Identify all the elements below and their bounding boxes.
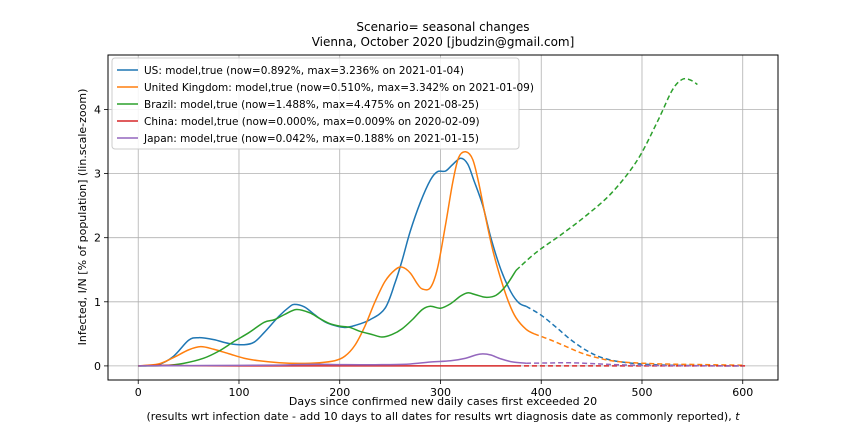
x-tick-label: 0 xyxy=(135,386,142,399)
x-tick-label: 500 xyxy=(631,386,652,399)
legend-label: China: model,true (now=0.000%, max=0.009… xyxy=(144,116,480,128)
ticks: 0 100 200 300 400 500 600 0 1 2 3 4 xyxy=(94,103,753,399)
series-group xyxy=(138,77,748,367)
legend-label: Japan: model,true (now=0.042%, max=0.188… xyxy=(143,133,479,145)
legend-box xyxy=(111,57,520,150)
plot-frame xyxy=(107,54,779,381)
chart-subtitle: Vienna, October 2020 [jbudzin@gmail.com] xyxy=(312,35,575,49)
series-us-line xyxy=(138,157,527,367)
series-united-kingdom-projection xyxy=(533,333,743,367)
x-axis-label: Days since confirmed new daily cases fir… xyxy=(289,395,597,408)
y-tick-label: 0 xyxy=(94,360,101,373)
legend-label: US: model,true (now=0.892%, max=3.236% o… xyxy=(144,65,464,77)
series-us-projection xyxy=(525,305,743,367)
y-tick-label: 1 xyxy=(94,296,101,309)
legend-label: United Kingdom: model,true (now=0.510%, … xyxy=(144,82,534,94)
series-brazil-line xyxy=(138,269,517,367)
x-tick-label: 300 xyxy=(430,386,451,399)
x-tick-label: 100 xyxy=(228,386,249,399)
y-axis-label: Infected, I/N [% of population] (lin.sca… xyxy=(76,89,89,346)
series-japan-projection xyxy=(526,361,743,367)
y-tick-label: 3 xyxy=(94,168,101,181)
x-tick-label: 400 xyxy=(531,386,552,399)
legend: US: model,true (now=0.892%, max=3.236% o… xyxy=(111,57,534,150)
series-brazil-projection xyxy=(515,77,698,271)
y-tick-label: 2 xyxy=(94,232,101,245)
legend-label: Brazil: model,true (now=1.488%, max=4.47… xyxy=(144,99,479,111)
chart-title: Scenario= seasonal changes xyxy=(356,20,529,34)
x-tick-label: 600 xyxy=(732,386,753,399)
x-axis-note: (results wrt infection date - add 10 day… xyxy=(146,410,740,423)
series-japan-line xyxy=(138,353,527,367)
y-tick-label: 4 xyxy=(94,103,101,116)
series-united-kingdom-line xyxy=(138,150,535,367)
x-tick-label: 200 xyxy=(329,386,350,399)
